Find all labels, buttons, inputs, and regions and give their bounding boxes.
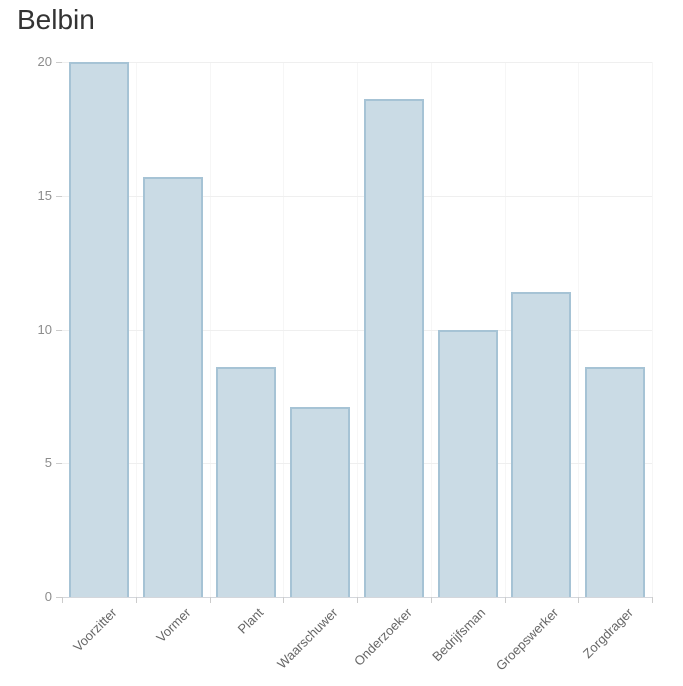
x-tick-mark [283, 597, 284, 603]
y-tick-mark [56, 597, 62, 598]
horizontal-gridline-20 [62, 62, 652, 63]
x-tick-mark [357, 597, 358, 603]
bar-waarschuwer[interactable] [290, 407, 350, 597]
horizontal-gridline-15 [62, 195, 652, 197]
horizontal-gridline-5 [62, 463, 652, 465]
x-tick-mark [652, 597, 653, 603]
bar-bedrijfsman[interactable] [438, 329, 498, 597]
x-tick-mark [62, 597, 63, 603]
y-axis-label-10: 10 [37, 322, 52, 337]
vertical-gridline [652, 62, 653, 597]
x-axis-label-zorgdrager: Zorgdrager [475, 604, 636, 661]
y-tick-mark [56, 330, 62, 331]
x-axis-label-text: Zorgdrager [579, 605, 636, 662]
y-tick-mark [56, 463, 62, 464]
bar-vormer[interactable] [143, 177, 203, 597]
x-tick-mark [505, 597, 506, 603]
bar-zorgdrager[interactable] [585, 366, 645, 597]
bar-plant[interactable] [216, 366, 276, 597]
y-axis-label-20: 20 [37, 54, 52, 69]
y-tick-mark [56, 196, 62, 197]
x-tick-mark [210, 597, 211, 603]
bar-groepswerker[interactable] [511, 292, 571, 597]
bar-voorzitter[interactable] [69, 62, 129, 597]
y-axis-label-15: 15 [37, 188, 52, 203]
x-tick-mark [431, 597, 432, 603]
bar-onderzoeker[interactable] [364, 99, 424, 597]
plot-area [62, 62, 653, 597]
y-axis-label-5: 5 [44, 455, 52, 470]
y-tick-mark [56, 62, 62, 63]
chart-title: Belbin [17, 4, 95, 35]
horizontal-gridline-10 [62, 329, 652, 331]
x-tick-mark [136, 597, 137, 603]
y-axis-label-0: 0 [44, 589, 52, 604]
x-tick-mark [578, 597, 579, 603]
